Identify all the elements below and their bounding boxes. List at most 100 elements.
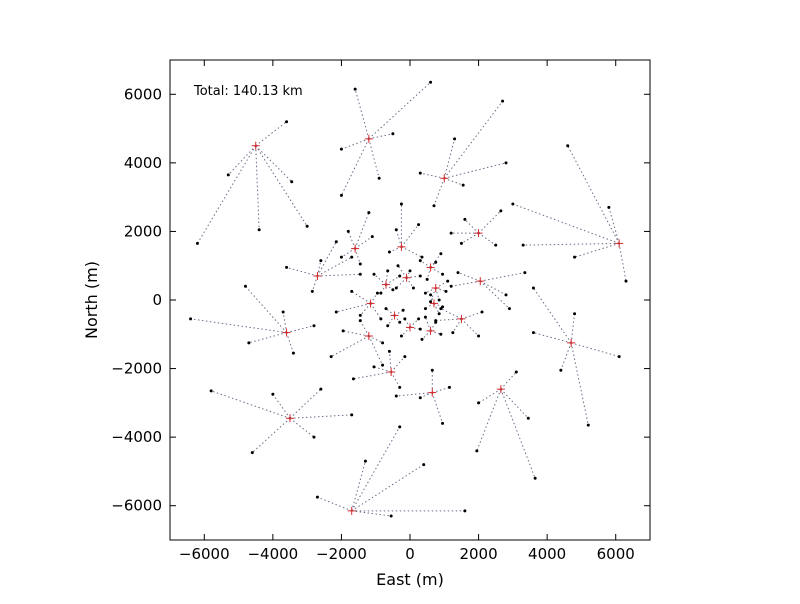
hub-marker: [282, 328, 291, 337]
hub-marker: [496, 385, 505, 394]
link-line: [608, 207, 620, 244]
link-line: [406, 277, 414, 289]
station-point: [422, 463, 426, 467]
x-tick-label: −2000: [316, 545, 367, 563]
link-line: [533, 332, 572, 344]
link-line: [533, 287, 572, 344]
station-point: [417, 223, 421, 227]
link-line: [430, 287, 437, 302]
station-point: [398, 320, 402, 324]
link-line: [433, 302, 443, 308]
station-point: [271, 392, 275, 396]
hub-marker: [251, 141, 260, 150]
station-point: [494, 243, 498, 247]
station-point: [391, 132, 395, 136]
link-line: [330, 335, 370, 358]
station-point: [439, 332, 443, 336]
link-line: [395, 277, 407, 289]
hub-marker: [615, 239, 624, 248]
station-point: [379, 291, 383, 295]
station-point: [285, 120, 289, 124]
station-point: [319, 259, 323, 263]
link-line: [394, 315, 401, 323]
station-point: [381, 363, 385, 367]
hub-marker: [390, 311, 399, 320]
link-line: [476, 388, 502, 452]
station-point: [418, 171, 422, 175]
station-point: [386, 324, 390, 328]
x-tick-label: 2000: [459, 545, 497, 563]
station-point: [257, 228, 261, 232]
link-line: [430, 266, 443, 275]
link-line: [461, 311, 483, 320]
station-point: [358, 319, 362, 323]
station-point: [425, 277, 429, 281]
station-point: [418, 327, 422, 331]
station-point: [420, 255, 424, 259]
station-point: [195, 241, 199, 245]
link-line: [351, 291, 371, 304]
station-point: [446, 279, 450, 283]
link-line: [341, 138, 370, 150]
link-line: [443, 100, 503, 179]
link-line: [430, 294, 435, 304]
station-point: [456, 271, 460, 275]
link-line: [421, 330, 431, 340]
link-line: [430, 261, 437, 268]
station-point: [290, 180, 294, 184]
link-line: [430, 253, 442, 268]
link-line: [406, 270, 411, 278]
hub-marker: [474, 229, 483, 238]
station-point: [514, 370, 518, 374]
link-line: [248, 332, 287, 344]
link-line: [351, 461, 366, 511]
station-point: [434, 260, 438, 264]
link-line: [340, 138, 370, 196]
hub-marker: [366, 299, 375, 308]
station-point: [209, 389, 213, 393]
station-point: [418, 274, 422, 278]
link-line: [336, 302, 371, 313]
station-point: [312, 324, 316, 328]
station-point: [429, 293, 433, 297]
hub-marker: [347, 506, 356, 515]
link-line: [353, 371, 392, 380]
station-point: [437, 312, 441, 316]
hub-marker: [476, 277, 485, 286]
station-point: [243, 284, 247, 288]
x-tick-label: −6000: [179, 545, 230, 563]
link-line: [424, 316, 432, 332]
link-line: [255, 145, 293, 183]
x-tick-label: 6000: [597, 545, 635, 563]
link-line: [457, 272, 481, 282]
link-line: [512, 203, 620, 244]
link-line: [380, 284, 387, 294]
station-point: [394, 286, 398, 290]
station-point: [358, 272, 362, 276]
station-point: [401, 308, 405, 312]
x-axis-label: East (m): [376, 570, 444, 589]
station-point: [312, 435, 316, 439]
hub-marker: [382, 280, 390, 289]
station-point: [451, 331, 455, 335]
station-point: [189, 317, 193, 321]
station-point: [398, 385, 402, 389]
station-point: [358, 262, 362, 266]
hub-marker: [440, 174, 449, 183]
station-point: [453, 137, 457, 141]
x-tick-label: 4000: [528, 545, 566, 563]
link-line: [255, 145, 308, 227]
link-line: [373, 366, 392, 373]
link-line: [343, 330, 369, 337]
y-tick-label: 4000: [124, 154, 162, 172]
link-line: [317, 256, 352, 277]
station-point: [521, 243, 525, 247]
station-point: [358, 313, 362, 317]
link-line: [432, 386, 450, 394]
station-point: [429, 300, 433, 304]
station-point: [339, 193, 343, 197]
hub-marker: [313, 272, 322, 280]
station-point: [617, 355, 621, 359]
link-line: [354, 212, 370, 249]
